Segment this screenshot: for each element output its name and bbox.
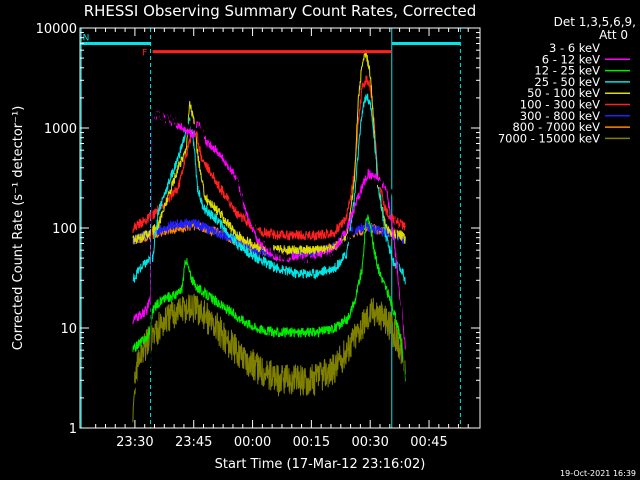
y-tick-label: 100 xyxy=(52,222,77,237)
y-axis-label: Corrected Count Rate (s⁻¹ detector⁻¹) xyxy=(11,106,26,351)
axis-layer: 23:30 23:45 00:00 00:15 00:30 00:45 1 10 100 1000… xyxy=(36,22,480,450)
legend-label: 300 - 800 keV xyxy=(520,109,600,123)
y-tick-label: 1 xyxy=(69,422,77,437)
series-line-7000-15000-kev xyxy=(132,293,406,423)
legend-label: 25 - 50 keV xyxy=(534,75,600,89)
series-line-25-50-kev xyxy=(132,93,406,285)
legend-label: 50 - 100 keV xyxy=(527,86,600,100)
y-tick-label: 10 xyxy=(60,322,77,337)
x-tick-label: 00:30 xyxy=(351,435,388,450)
data-layer: FN xyxy=(80,28,461,428)
legend-label: 100 - 300 keV xyxy=(520,98,600,112)
legend-label: 800 - 7000 keV xyxy=(512,120,600,134)
series-line-300-800-kev xyxy=(132,217,406,261)
series-line-3-6-kev xyxy=(132,108,406,393)
series-line-100-300-kev xyxy=(132,75,406,242)
x-tick-label: 23:45 xyxy=(175,435,212,450)
detector-info-line-2: Att 0 xyxy=(599,28,628,42)
status-bar-label-f: F xyxy=(142,49,147,59)
series-line-12-25-kev xyxy=(132,214,406,382)
status-bar-label-n: N xyxy=(83,33,90,43)
series-line-6-12-kev xyxy=(132,110,406,350)
x-tick-label: 00:45 xyxy=(410,435,447,450)
y-tick-label: 1000 xyxy=(44,122,77,137)
legend-label: 7000 - 15000 keV xyxy=(498,131,600,145)
x-tick-label: 00:15 xyxy=(293,435,330,450)
x-axis-label: Start Time (17-Mar-12 23:16:02) xyxy=(215,457,426,472)
y-tick-label: 10000 xyxy=(36,22,77,37)
x-tick-label: 00:00 xyxy=(234,435,271,450)
legend-label: 6 - 12 keV xyxy=(542,52,600,66)
footer-date: 19-Oct-2021 16:39 xyxy=(560,469,636,478)
chart-title: RHESSI Observing Summary Count Rates, Co… xyxy=(84,2,477,20)
detector-info-line-1: Det 1,3,5,6,9, xyxy=(554,15,636,29)
legend-label: 12 - 25 keV xyxy=(534,64,600,78)
legend-label: 3 - 6 keV xyxy=(549,41,600,55)
x-tick-label: 23:30 xyxy=(116,435,153,450)
